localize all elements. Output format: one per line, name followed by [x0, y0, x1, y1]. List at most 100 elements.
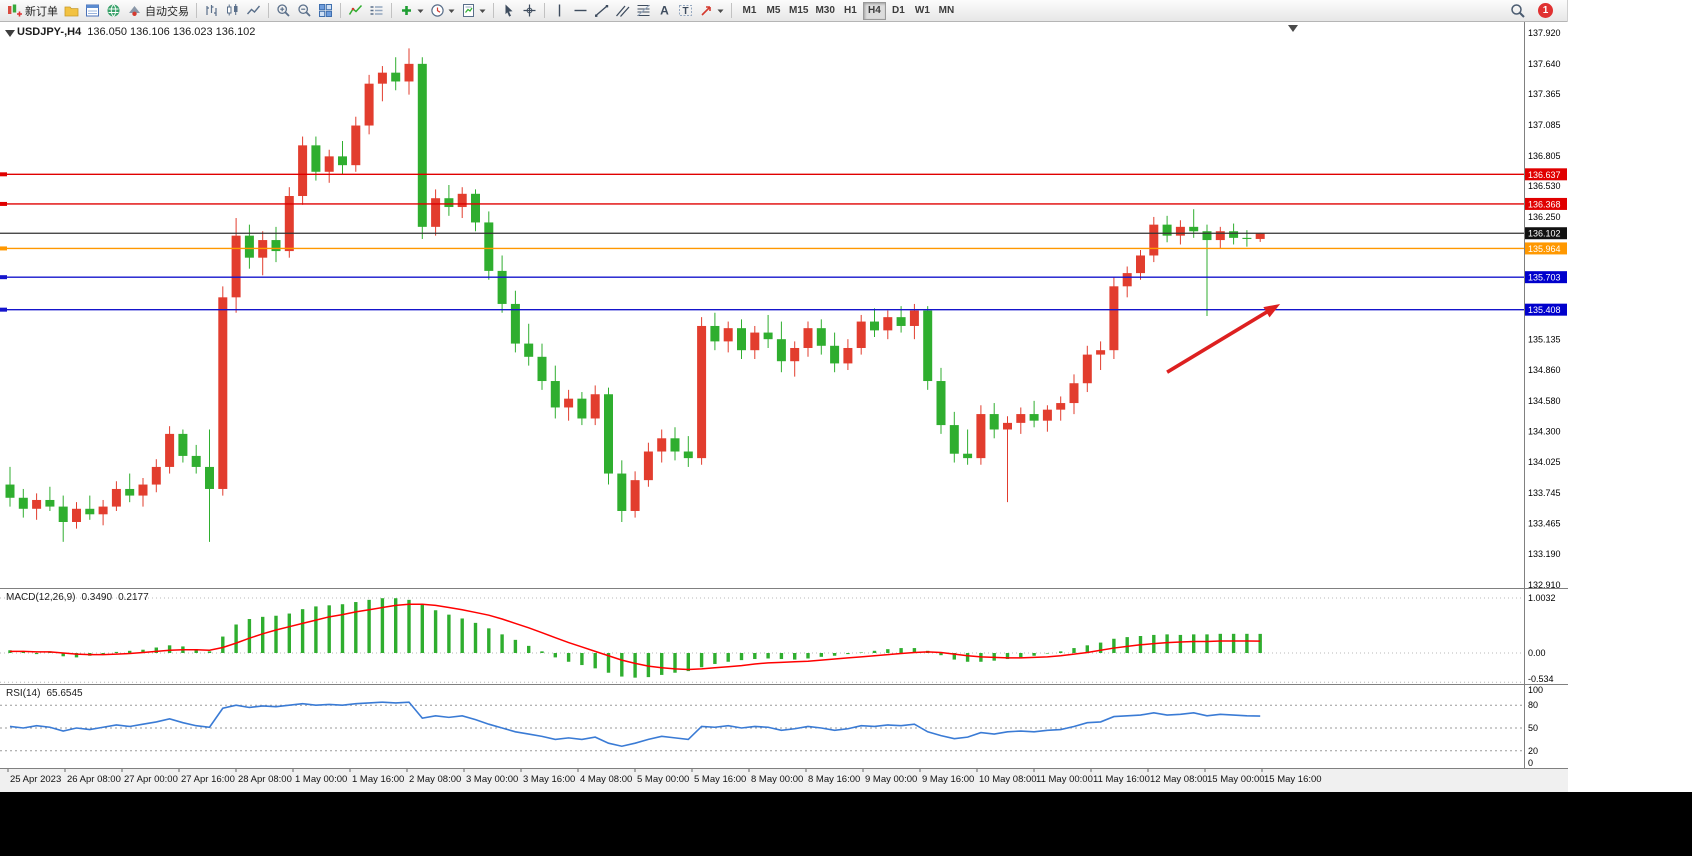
tile-windows-icon [319, 4, 332, 17]
candle-body [58, 506, 68, 522]
tf-h4[interactable]: H4 [862, 1, 886, 20]
crosshair-button[interactable] [519, 1, 540, 21]
candle-body [311, 145, 321, 172]
zoom-in-button[interactable] [273, 1, 294, 21]
candle-body [697, 325, 707, 459]
mql5-community-button[interactable] [103, 1, 124, 21]
price-axis-label: 136.530 [1528, 181, 1561, 191]
horizontal-line-button[interactable] [570, 1, 591, 21]
price-badge-label: 135.408 [1528, 305, 1561, 315]
profiles-button[interactable] [61, 1, 82, 21]
candle-body [284, 196, 294, 252]
objects-list-button[interactable] [366, 1, 387, 21]
data-window-button[interactable] [82, 1, 103, 21]
tf-m30[interactable]: M30 [812, 2, 837, 20]
rsi-axis-label: 50 [1528, 723, 1538, 733]
trend-arrow-head[interactable] [1263, 303, 1281, 318]
toolbar-separator [544, 3, 545, 18]
time-axis-label: 4 May 08:00 [580, 774, 632, 785]
candle-body [936, 381, 946, 426]
bar-chart-button[interactable] [201, 1, 222, 21]
candle-body [1136, 255, 1145, 274]
time-axis-label: 15 May 00:00 [1207, 774, 1265, 785]
trend-arrow-line[interactable] [1166, 309, 1270, 374]
vertical-line-icon [558, 4, 561, 17]
letterbox-bottom [0, 792, 1692, 856]
toolbar-separator [493, 3, 494, 18]
candle-body [843, 347, 853, 364]
vertical-line-button[interactable] [549, 1, 570, 21]
autotrading-icon [129, 6, 140, 16]
text-button[interactable]: A [654, 1, 675, 21]
candle-body [497, 270, 507, 304]
chevron-down-icon [448, 9, 455, 13]
candle-body [750, 332, 760, 351]
macd-axis-label: 0.00 [1528, 648, 1546, 658]
one-click-trading-toggle[interactable] [5, 30, 15, 37]
candle-body [231, 235, 241, 298]
candle-body [1069, 383, 1079, 404]
price-badge [1525, 242, 1567, 255]
search-button[interactable] [1507, 1, 1529, 21]
candle-body [630, 480, 640, 511]
tf-m5[interactable]: M5 [762, 2, 785, 20]
periods-button[interactable] [427, 1, 458, 21]
price-axis-label: 137.640 [1528, 59, 1561, 69]
price-badge [1525, 168, 1567, 181]
price-axis-label: 136.805 [1528, 151, 1561, 161]
candle-body [909, 310, 919, 326]
candle-body [577, 398, 587, 419]
time-axis-label: 9 May 16:00 [922, 774, 974, 785]
candle-body [590, 394, 600, 419]
tf-w1[interactable]: W1 [911, 2, 934, 20]
fibonacci-button[interactable] [633, 1, 654, 21]
price-axis-label: 134.025 [1528, 457, 1561, 467]
line-chart-button[interactable] [243, 1, 264, 21]
time-axis-background [0, 769, 1568, 792]
tile-windows-button[interactable] [315, 1, 336, 21]
text-label-button[interactable]: T [675, 1, 696, 21]
candle-body [896, 317, 906, 326]
arrow-object-icon [701, 6, 711, 16]
add-indicator-button[interactable] [396, 1, 427, 21]
cursor-button[interactable] [498, 1, 519, 21]
chart-area[interactable]: 137.920 137.640 137.365 137.085 136.805 136.5… [0, 22, 1568, 792]
candle-body [1162, 224, 1172, 236]
notification-badge[interactable]: 1 [1538, 3, 1553, 18]
tf-h1[interactable]: H1 [839, 2, 862, 20]
add-indicator-icon [402, 6, 411, 15]
chart-canvas[interactable]: 137.920 137.640 137.365 137.085 136.805 136.5… [0, 22, 1568, 792]
candle-body [803, 328, 813, 348]
trendline-button[interactable] [591, 1, 612, 21]
candlestick-chart-button[interactable] [222, 1, 243, 21]
new-order-button[interactable]: 新订单 [4, 1, 61, 21]
autotrading-button[interactable]: 自动交易 [124, 1, 192, 21]
candlestick-chart-icon [227, 4, 238, 16]
tf-m15[interactable]: M15 [786, 2, 811, 20]
zoom-out-button[interactable] [294, 1, 315, 21]
time-axis-label: 27 Apr 16:00 [181, 774, 235, 785]
zoom-in-icon [277, 4, 290, 17]
rsi-axis-label: 20 [1528, 746, 1538, 756]
time-axis-label: 26 Apr 08:00 [67, 774, 121, 785]
indicators-button[interactable] [345, 1, 366, 21]
channel-button[interactable] [612, 1, 633, 21]
candle-body [643, 451, 653, 481]
tf-m1[interactable]: M1 [738, 2, 761, 20]
time-axis-label: 3 May 16:00 [523, 774, 575, 785]
candle-body [949, 425, 959, 454]
price-axis-label: 135.135 [1528, 335, 1561, 345]
price-badge [1525, 227, 1567, 240]
tf-d1[interactable]: D1 [887, 2, 910, 20]
time-axis-label: 8 May 16:00 [808, 774, 860, 785]
candle-body [1202, 231, 1212, 241]
toolbar-separator [196, 3, 197, 18]
objects-list-icon [370, 6, 383, 15]
chart-shift-marker[interactable] [1288, 25, 1298, 32]
time-axis-label: 12 May 08:00 [1150, 774, 1208, 785]
arrows-button[interactable] [696, 1, 727, 21]
templates-button[interactable] [458, 1, 489, 21]
tf-mn[interactable]: MN [935, 2, 958, 20]
time-axis-label: 11 May 16:00 [1093, 774, 1150, 785]
candle-body [1016, 414, 1026, 423]
